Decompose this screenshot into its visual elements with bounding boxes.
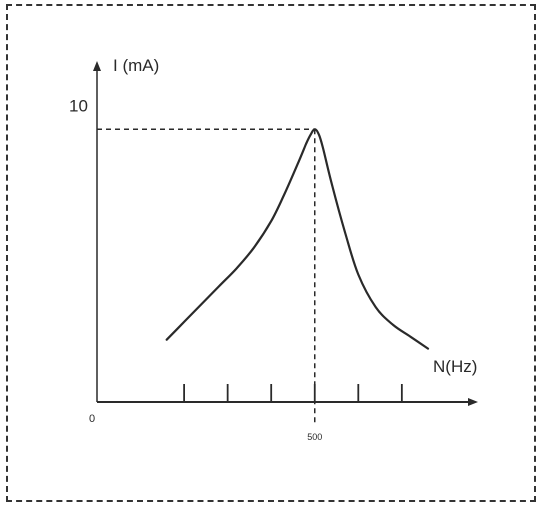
y-tick-label-10: 10: [69, 96, 88, 115]
dashed-frame: [6, 4, 536, 502]
x-ticks: [183, 384, 403, 402]
y-axis-label: I (mA): [113, 56, 159, 75]
x-axis-arrow-icon: [468, 398, 478, 406]
resonance-guides: [97, 128, 316, 424]
x-tick-label-500: 500: [307, 432, 322, 442]
resonance-curve: [165, 128, 430, 350]
x-axis-label: N(Hz): [433, 357, 477, 376]
origin-label: 0: [89, 413, 95, 425]
y-axis-arrow-icon: [93, 61, 101, 71]
axes: [93, 61, 478, 406]
